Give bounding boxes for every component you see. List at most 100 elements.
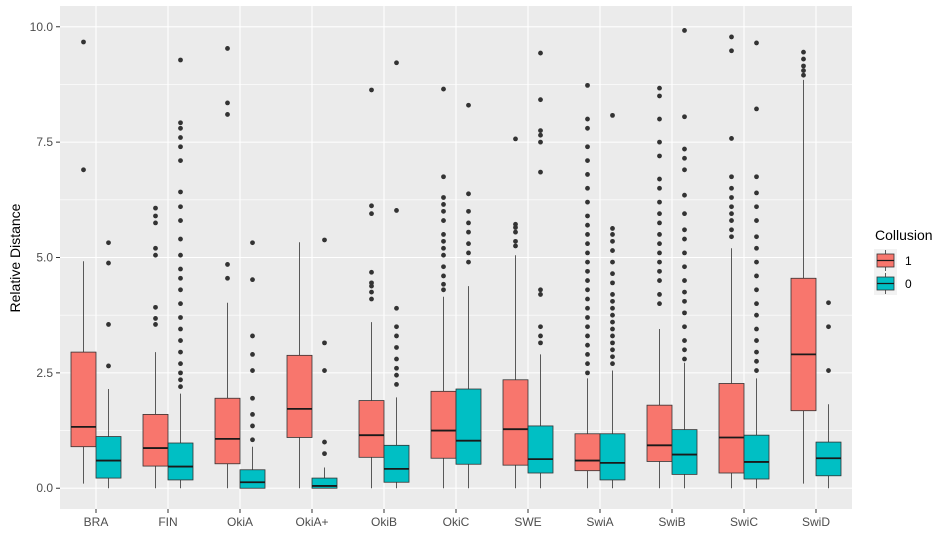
box-iqr	[214, 397, 241, 465]
outlier-point	[610, 259, 615, 265]
outlier-point	[538, 340, 543, 346]
outlier-point	[729, 218, 734, 223]
box-iqr	[358, 400, 385, 458]
outlier-point	[585, 158, 590, 163]
box-group-FIN-0	[167, 57, 194, 489]
y-tick-label: 10.0	[30, 20, 54, 34]
outlier-point	[513, 238, 518, 244]
outlier-point	[682, 347, 687, 353]
outlier-point	[106, 240, 111, 246]
outlier-point	[682, 227, 687, 233]
outlier-point	[754, 301, 759, 307]
outlier-point	[801, 56, 806, 62]
box-group-OkiA-0	[239, 240, 266, 489]
x-tick-label: SwiB	[658, 515, 685, 529]
outlier-point	[754, 190, 759, 196]
outlier-point	[801, 49, 806, 55]
outlier-point	[178, 315, 183, 320]
outlier-point	[178, 326, 183, 332]
outlier-point	[441, 287, 446, 293]
outlier-point	[754, 174, 759, 180]
outlier-point	[585, 259, 590, 265]
box-iqr	[671, 429, 698, 475]
outlier-point	[585, 370, 590, 376]
outlier-point	[682, 211, 687, 217]
box-iqr	[790, 277, 817, 412]
outlier-point	[466, 229, 471, 235]
outlier-point	[657, 185, 662, 191]
outlier-point	[153, 316, 158, 321]
outlier-point	[754, 358, 759, 364]
outlier-point	[585, 241, 590, 247]
outlier-point	[225, 275, 230, 281]
outlier-point	[682, 356, 687, 362]
box-group-SwiC-0	[743, 40, 770, 489]
outlier-point	[466, 241, 471, 247]
outlier-point	[250, 277, 255, 283]
outlier-point	[801, 63, 806, 69]
outlier-point	[153, 220, 158, 226]
outlier-point	[178, 377, 183, 383]
outlier-point	[585, 213, 590, 219]
outlier-point	[754, 338, 759, 343]
outlier-point	[610, 333, 615, 339]
outlier-point	[394, 365, 399, 371]
outlier-point	[729, 34, 734, 40]
legend-label: 1	[905, 254, 912, 268]
outlier-point	[826, 300, 831, 306]
outlier-point	[178, 361, 183, 367]
outlier-point	[585, 116, 590, 122]
x-tick-label: SwiC	[730, 515, 758, 529]
outlier-point	[729, 227, 734, 233]
legend-title: Collusion	[875, 227, 933, 243]
x-tick-label: SWE	[514, 515, 541, 529]
outlier-point	[682, 236, 687, 242]
box-group-OkiA+-1	[286, 242, 313, 489]
outlier-point	[250, 423, 255, 429]
outlier-point	[513, 243, 518, 249]
outlier-point	[178, 384, 183, 390]
box-iqr	[311, 477, 338, 489]
outlier-point	[610, 271, 615, 277]
box-iqr	[743, 434, 770, 480]
outlier-point	[538, 333, 543, 339]
outlier-point	[754, 234, 759, 240]
box-iqr	[70, 351, 97, 448]
outlier-point	[394, 356, 399, 362]
outlier-point	[538, 132, 543, 138]
outlier-point	[178, 266, 183, 272]
outlier-point	[585, 361, 590, 367]
box-group-BRA-1	[70, 39, 97, 484]
outlier-point	[657, 176, 662, 182]
outlier-point	[610, 340, 615, 346]
outlier-point	[657, 259, 662, 265]
outlier-point	[369, 203, 374, 209]
outlier-point	[250, 352, 255, 357]
y-tick-label: 0.0	[36, 481, 53, 495]
outlier-point	[369, 269, 374, 275]
outlier-point	[250, 368, 255, 373]
outlier-point	[657, 232, 662, 237]
box-group-SWE-1	[502, 136, 529, 489]
outlier-point	[585, 82, 590, 88]
outlier-point	[106, 363, 111, 369]
x-tick-label: OkiB	[371, 515, 397, 529]
outlier-point	[322, 340, 327, 346]
box-group-OkiA-1	[214, 46, 241, 489]
outlier-point	[610, 226, 615, 231]
outlier-point	[538, 50, 543, 56]
outlier-point	[657, 199, 662, 205]
outlier-point	[585, 287, 590, 293]
box-group-OkiC-0	[455, 102, 482, 489]
outlier-point	[513, 229, 518, 235]
outlier-point	[657, 220, 662, 226]
y-tick-label: 5.0	[36, 251, 53, 265]
outlier-point	[657, 301, 662, 307]
outlier-point	[610, 326, 615, 332]
outlier-point	[682, 310, 687, 316]
outlier-point	[682, 192, 687, 198]
box-group-SwiA-0	[599, 112, 626, 489]
outlier-point	[250, 395, 255, 401]
outlier-point	[394, 333, 399, 339]
outlier-point	[441, 208, 446, 214]
